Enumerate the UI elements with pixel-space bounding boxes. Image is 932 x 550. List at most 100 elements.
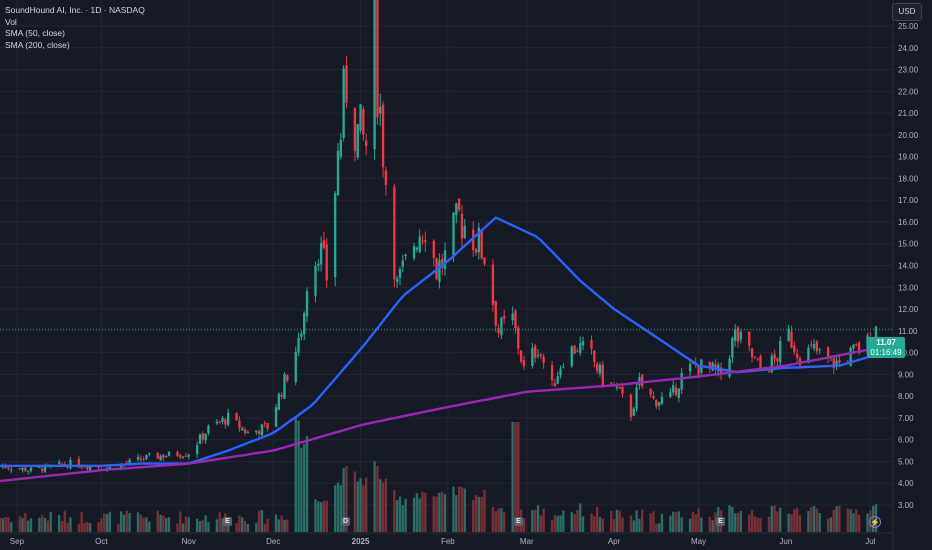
candle-body	[86, 467, 89, 469]
y-tick-label: 14.00	[898, 262, 919, 271]
candle-body	[635, 387, 638, 409]
candle-body	[807, 347, 810, 363]
volume-bar	[756, 517, 759, 532]
candle-body	[767, 371, 771, 373]
last-price: 11.07	[876, 338, 896, 347]
currency-button[interactable]: USD	[892, 3, 922, 21]
volume-bar	[562, 510, 565, 532]
volume-bar	[187, 517, 190, 532]
candle-body	[125, 462, 128, 464]
volume-bar	[514, 422, 517, 532]
candle-body	[503, 315, 506, 319]
volume-bar	[424, 492, 427, 532]
candle-body	[539, 354, 542, 357]
candle-body	[874, 326, 878, 341]
legend-sma200[interactable]: SMA (200, close)	[5, 39, 70, 50]
y-tick-label: 18.00	[898, 174, 919, 183]
volume-bar	[18, 516, 21, 532]
y-tick-label: 10.00	[898, 349, 919, 358]
earnings-marker[interactable]: E	[223, 517, 232, 526]
candle-body	[165, 456, 168, 458]
x-tick-label: Apr	[608, 537, 621, 546]
earnings-marker[interactable]: E	[514, 517, 523, 526]
volume-bar	[531, 510, 534, 532]
legend-vol[interactable]: Vol	[5, 16, 17, 27]
candle-body	[418, 236, 421, 252]
candle-body	[441, 258, 444, 269]
candle-body	[832, 358, 835, 369]
volume-bar	[570, 512, 573, 532]
legend-symbol-title[interactable]: SoundHound AI, Inc. · 1D · NASDAQ	[5, 5, 145, 15]
volume-bar	[773, 505, 776, 532]
candle-body	[29, 467, 33, 471]
volume-bar	[246, 523, 250, 532]
candle-body	[356, 124, 359, 158]
volume-bar	[215, 519, 219, 532]
volume-bar	[455, 495, 458, 532]
volume-bar	[857, 514, 861, 532]
candle-body	[463, 225, 466, 239]
volume-bar	[432, 496, 435, 532]
sma50-line	[0, 216, 874, 467]
volume-bar	[69, 517, 72, 532]
candle-body	[852, 344, 855, 349]
volume-bar	[494, 511, 497, 532]
volume-bar	[195, 518, 199, 532]
volume-bar	[184, 516, 188, 532]
volume-bar	[83, 522, 86, 532]
volume-bar	[260, 510, 264, 532]
candle-body	[731, 338, 734, 358]
volume-bar	[790, 514, 793, 532]
candle-body	[283, 374, 286, 399]
volume-bar	[286, 519, 289, 532]
volume-bar	[779, 507, 782, 532]
volume-bar	[736, 512, 740, 532]
candle-body	[601, 364, 604, 385]
candle-body	[562, 366, 565, 368]
volume-bar	[97, 522, 100, 532]
candle-body	[184, 455, 188, 457]
volume-bar	[119, 511, 123, 532]
candle-body	[77, 459, 81, 468]
candle-body	[708, 361, 711, 369]
volume-bar	[787, 513, 790, 532]
volume-bar	[255, 522, 258, 532]
volume-bar	[176, 523, 179, 532]
volume-bar	[159, 514, 162, 532]
dividend-marker[interactable]: D	[341, 517, 350, 526]
earnings-marker[interactable]: E	[716, 517, 725, 526]
y-tick-label: 24.00	[898, 44, 919, 53]
volume-bar	[700, 517, 703, 532]
volume-bar	[629, 515, 633, 532]
volume-bar	[125, 510, 128, 532]
volume-bar	[339, 485, 342, 532]
candle-body	[359, 104, 362, 131]
candle-body	[404, 254, 407, 257]
candle-body	[187, 454, 190, 457]
volume-bar	[672, 511, 675, 532]
volume-bar	[576, 509, 579, 532]
candle-body	[224, 419, 227, 425]
volume-bar	[145, 517, 148, 532]
candle-body	[559, 368, 562, 376]
x-axis-labels: Sep Oct Nov Dec 2025 Feb Mar Apr May Jun Jul	[10, 537, 876, 546]
volume-bar	[198, 521, 202, 532]
volume-bar	[7, 517, 10, 532]
volume-bar	[381, 482, 385, 532]
candle-body	[334, 193, 337, 278]
volume-bar	[632, 520, 635, 532]
candle-body	[381, 104, 385, 168]
candle-body	[542, 356, 545, 363]
volume-bar	[395, 500, 399, 532]
volume-bar	[573, 513, 576, 532]
volume-bar	[767, 516, 771, 532]
flash-icon[interactable]: ⚡	[869, 516, 881, 528]
candle-body	[142, 459, 145, 461]
candle-body	[748, 331, 751, 346]
x-tick-label: Dec	[266, 537, 280, 546]
legend-sma50[interactable]: SMA (50, close)	[5, 28, 65, 38]
volume-bar	[500, 508, 503, 532]
candle-body	[181, 456, 185, 458]
